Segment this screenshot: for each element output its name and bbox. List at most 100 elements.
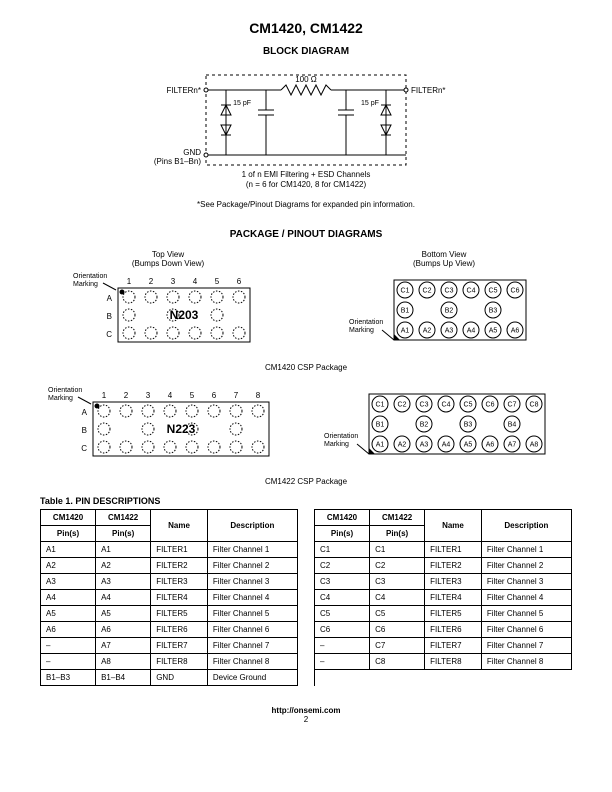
pkg1-top-svg: OrientationMarking123456ABCN203 <box>68 268 268 353</box>
block-diagram: FILTERn* FILTERn* 100 Ω 15 pF 15 pF GND … <box>40 65 572 195</box>
footer-url: http://onsemi.com <box>40 706 572 715</box>
svg-text:Marking: Marking <box>324 441 349 448</box>
pin-table: CM1420 CM1422 Name Description CM1420 CM… <box>40 509 572 686</box>
svg-text:A2: A2 <box>423 328 432 335</box>
svg-text:B1: B1 <box>376 422 385 429</box>
table-row: A2A2FILTER2Filter Channel 2C2C2FILTER2Fi… <box>41 558 572 574</box>
footer-page: 2 <box>40 715 572 724</box>
page-title: CM1420, CM1422 <box>40 20 572 36</box>
svg-text:C1: C1 <box>401 288 410 295</box>
table-cell: Filter Channel 7 <box>481 638 571 654</box>
table-cell: Filter Channel 2 <box>481 558 571 574</box>
filter-left-label: FILTERn* <box>166 86 201 95</box>
svg-text:5: 5 <box>215 277 220 286</box>
table-cell: Filter Channel 3 <box>481 574 571 590</box>
table-row: –A7FILTER7Filter Channel 7–C7FILTER7Filt… <box>41 638 572 654</box>
table-cell: B1–B3 <box>41 670 96 686</box>
svg-text:C: C <box>81 444 87 453</box>
svg-text:C4: C4 <box>442 402 451 409</box>
table-cell: FILTER2 <box>151 558 208 574</box>
table-cell: A5 <box>41 606 96 622</box>
table-cell: FILTER5 <box>425 606 482 622</box>
svg-text:A1: A1 <box>401 328 410 335</box>
table-cell: FILTER3 <box>425 574 482 590</box>
svg-text:7: 7 <box>234 391 239 400</box>
table-cell: A3 <box>41 574 96 590</box>
table-cell: A8 <box>96 654 151 670</box>
svg-text:C5: C5 <box>464 402 473 409</box>
table-row: A5A5FILTER5Filter Channel 5C5C5FILTER5Fi… <box>41 606 572 622</box>
pkg1-bot-svg: OrientationMarkingC1C2C3C4C5C6B1B2B3A1A2… <box>344 268 544 353</box>
table-cell: FILTER5 <box>151 606 208 622</box>
pkg1-caption: CM1420 CSP Package <box>40 363 572 372</box>
svg-text:A: A <box>82 408 88 417</box>
table-cell: FILTER2 <box>425 558 482 574</box>
th-group: CM1420 <box>314 510 369 526</box>
svg-text:A8: A8 <box>530 442 539 449</box>
bottom-view-sub: (Bumps Up View) <box>344 259 544 268</box>
table-cell: C7 <box>370 638 425 654</box>
svg-text:A6: A6 <box>486 442 495 449</box>
table-cell: A4 <box>96 590 151 606</box>
svg-text:C5: C5 <box>489 288 498 295</box>
table-cell: FILTER8 <box>151 654 208 670</box>
svg-text:Marking: Marking <box>73 281 98 288</box>
svg-text:A3: A3 <box>445 328 454 335</box>
table-cell: FILTER6 <box>151 622 208 638</box>
package-row-2: OrientationMarking12345678ABCN223 Orient… <box>40 382 572 467</box>
svg-text:C3: C3 <box>445 288 454 295</box>
package-title: PACKAGE / PINOUT DIAGRAMS <box>40 229 572 240</box>
svg-text:Orientation: Orientation <box>73 273 107 280</box>
pkg2-top-svg: OrientationMarking12345678ABCN223 <box>43 382 293 467</box>
svg-text:B2: B2 <box>445 308 454 315</box>
svg-text:C4: C4 <box>467 288 476 295</box>
svg-text:Marking: Marking <box>349 327 374 334</box>
block-diagram-title: BLOCK DIAGRAM <box>40 46 572 57</box>
table-cell: A2 <box>96 558 151 574</box>
table-cell: A3 <box>96 574 151 590</box>
table-cell: A7 <box>96 638 151 654</box>
svg-text:8: 8 <box>256 391 261 400</box>
table-cell: – <box>314 654 369 670</box>
svg-text:A6: A6 <box>511 328 520 335</box>
th-name: Name <box>425 510 482 542</box>
block-caption2: (n = 6 for CM1420, 8 for CM1422) <box>246 180 367 189</box>
table-cell: A1 <box>96 542 151 558</box>
table-cell: FILTER1 <box>425 542 482 558</box>
table-cell: – <box>41 638 96 654</box>
table-cell: FILTER6 <box>425 622 482 638</box>
table-cell: GND <box>151 670 208 686</box>
table-row: A4A4FILTER4Filter Channel 4C4C4FILTER4Fi… <box>41 590 572 606</box>
svg-text:Orientation: Orientation <box>349 319 383 326</box>
svg-text:A1: A1 <box>376 442 385 449</box>
th-group: CM1422 <box>96 510 151 526</box>
svg-text:B3: B3 <box>489 308 498 315</box>
svg-text:1: 1 <box>127 277 132 286</box>
th-name: Name <box>151 510 208 542</box>
table-cell: FILTER7 <box>151 638 208 654</box>
svg-text:A4: A4 <box>442 442 451 449</box>
svg-text:A5: A5 <box>489 328 498 335</box>
table-cell: A6 <box>96 622 151 638</box>
table-cell: Filter Channel 6 <box>207 622 297 638</box>
table-cell: Filter Channel 1 <box>207 542 297 558</box>
svg-text:A4: A4 <box>467 328 476 335</box>
th-group: CM1422 <box>370 510 425 526</box>
table-cell: A4 <box>41 590 96 606</box>
table-row: A1A1FILTER1Filter Channel 1C1C1FILTER1Fi… <box>41 542 572 558</box>
svg-text:B3: B3 <box>464 422 473 429</box>
gnd-pins-label: (Pins B1–Bn) <box>154 157 201 166</box>
block-caption1: 1 of n EMI Filtering + ESD Channels <box>242 170 371 179</box>
table-cell: Filter Channel 7 <box>207 638 297 654</box>
svg-text:6: 6 <box>237 277 242 286</box>
svg-text:3: 3 <box>171 277 176 286</box>
table-cell: Filter Channel 3 <box>207 574 297 590</box>
table-cell: C2 <box>370 558 425 574</box>
table-row: B1–B3B1–B4GNDDevice Ground <box>41 670 572 686</box>
svg-text:A: A <box>107 294 113 303</box>
table-cell: FILTER4 <box>151 590 208 606</box>
svg-text:2: 2 <box>124 391 129 400</box>
svg-text:C6: C6 <box>511 288 520 295</box>
svg-text:B: B <box>82 426 87 435</box>
table-cell: C1 <box>314 542 369 558</box>
